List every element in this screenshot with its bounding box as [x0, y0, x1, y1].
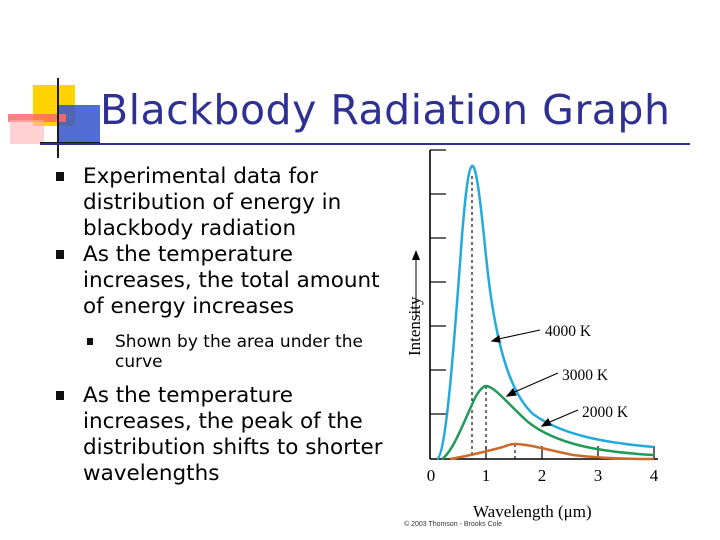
curve-4000k: [436, 164, 655, 461]
curve-3000k: [441, 384, 655, 461]
bullet-text: As the temperature increases, the total …: [83, 242, 380, 319]
sub-bullet-item: Shown by the area under the curve: [56, 332, 386, 372]
bullet-item: As the temperature increases, the peak o…: [56, 383, 386, 487]
x-tick-label: 4: [650, 466, 659, 485]
bullet-marker: [56, 250, 64, 259]
bullet-marker: [56, 391, 64, 400]
x-axis-label: Wavelength (μm): [473, 502, 592, 521]
curve-2000k: [449, 442, 655, 461]
y-axis-label: Intensity: [405, 296, 424, 356]
label-3000k: 3000 K: [562, 367, 609, 384]
bullet-text: Shown by the area under the curve: [115, 332, 364, 372]
bullet-item: As the temperature increases, the total …: [56, 242, 386, 320]
x-tick-label: 0: [427, 466, 436, 485]
bullet-item: Experimental data for distribution of en…: [56, 164, 386, 242]
x-tick-label: 3: [594, 466, 603, 485]
bullet-marker: [56, 172, 64, 181]
bullet-text: Experimental data for distribution of en…: [83, 164, 342, 241]
title-underline: [40, 143, 690, 145]
slide-title: Blackbody Radiation Graph: [100, 86, 671, 134]
y-ticks: [430, 149, 446, 415]
intensity-arrowhead: [412, 250, 420, 260]
copyright-credit: © 2003 Thomson - Brooks Cole: [404, 520, 502, 528]
label-4000k: 4000 K: [545, 323, 592, 340]
bullet-text: As the temperature increases, the peak o…: [83, 383, 383, 486]
label-2000k: 2000 K: [582, 404, 629, 421]
blackbody-figure: Intensity 0 1 2 3 4 Wavelength (μm) 4000…: [404, 149, 659, 528]
x-tick-labels: 0 1 2 3 4: [427, 466, 659, 485]
bullet-marker: [87, 338, 93, 345]
bullet-list: Experimental data for distribution of en…: [56, 164, 386, 487]
x-tick-label: 2: [538, 466, 547, 485]
x-tick-label: 1: [482, 466, 491, 485]
label-arrows: [490, 329, 579, 427]
